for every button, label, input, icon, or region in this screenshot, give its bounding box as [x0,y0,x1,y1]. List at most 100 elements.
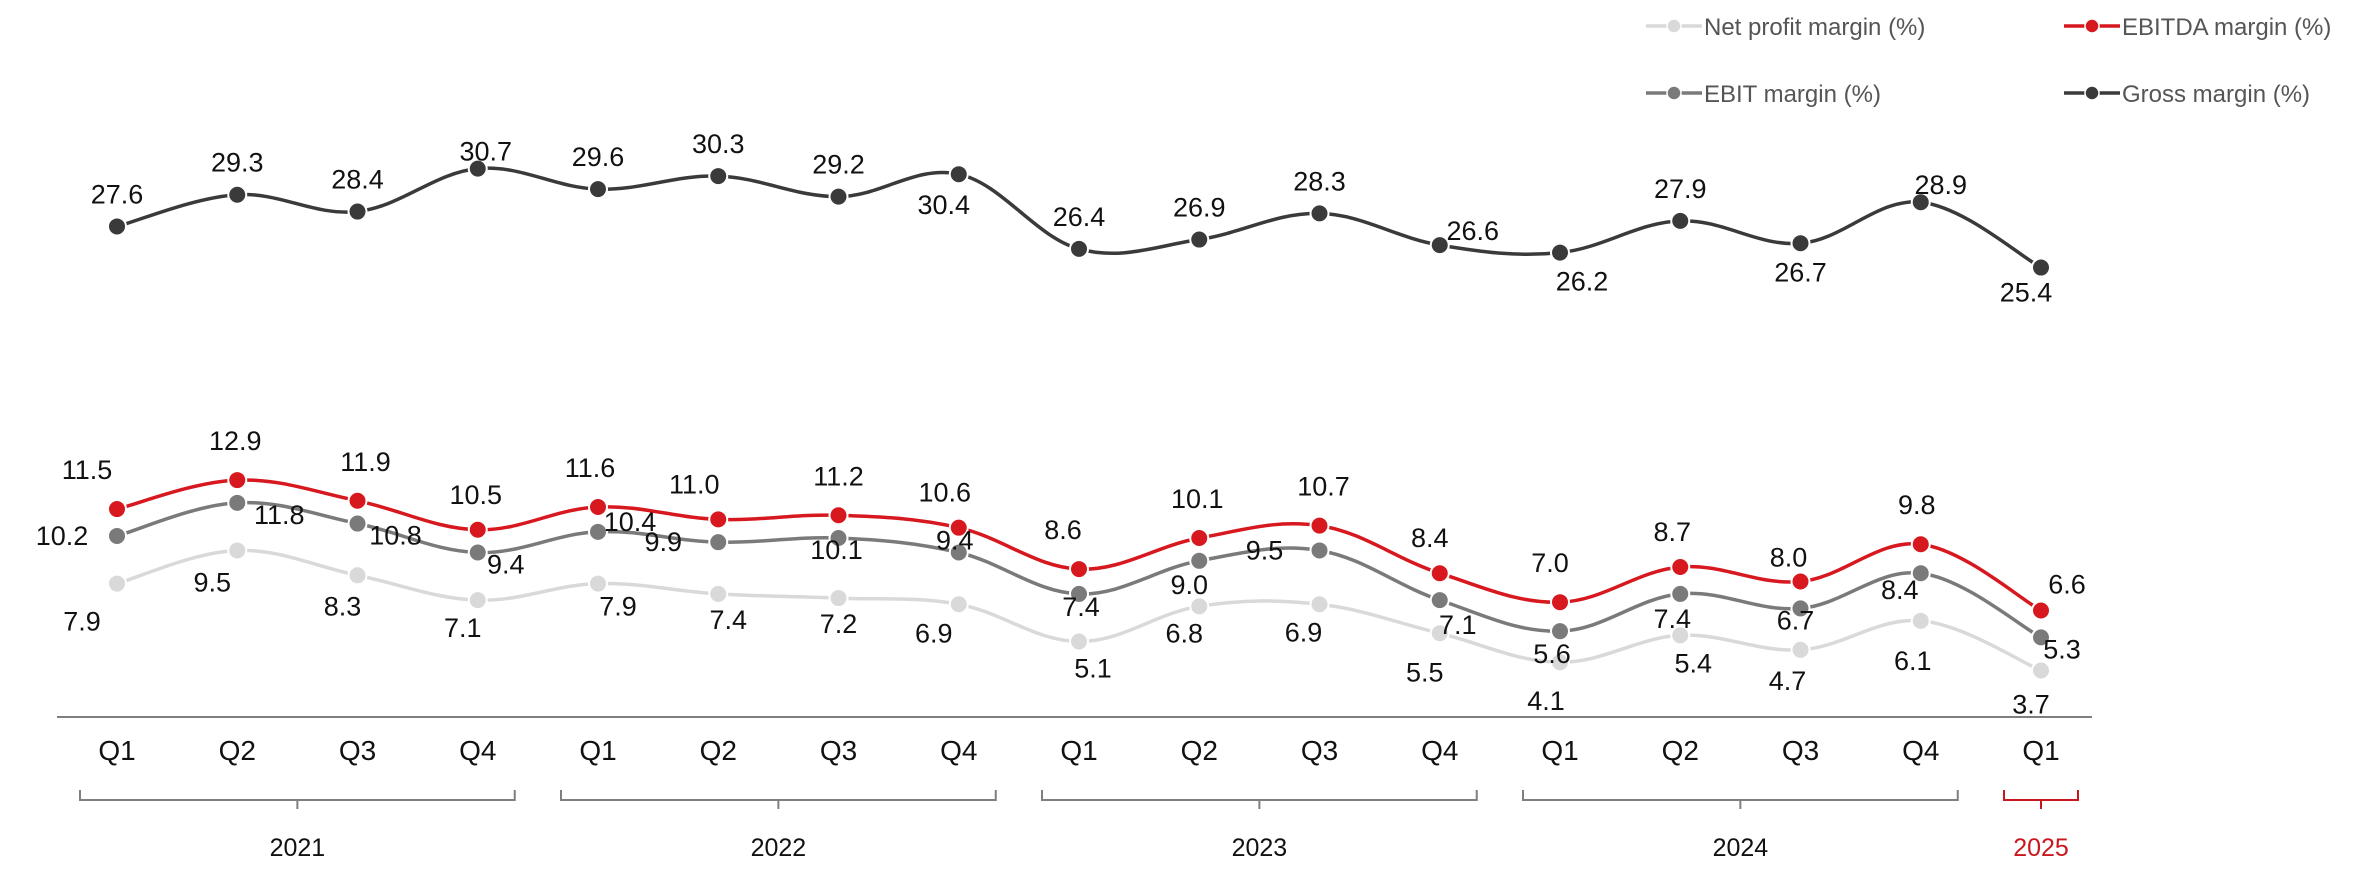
point-ebitda-11 [1429,563,1450,584]
data-label-ebit-3: 9.4 [487,550,525,580]
point-gross-13 [1670,210,1691,231]
data-label-gross-0: 27.6 [91,179,144,209]
data-label-ebit-14: 6.7 [1777,605,1815,635]
point-net-5 [708,583,729,604]
data-label-net-16: 3.7 [2012,690,2050,720]
x-tick-label-0: Q1 [98,735,135,766]
legend-label-net: Net profit margin (%) [1704,14,1925,41]
data-label-net-8: 5.1 [1074,654,1112,684]
year-label-2023: 2023 [1232,834,1288,862]
year-label-2022: 2022 [751,834,807,862]
point-ebitda-2 [347,490,368,511]
point-gross-5 [708,166,729,187]
data-label-net-6: 7.2 [820,609,858,639]
data-label-ebit-9: 9.0 [1170,570,1208,600]
data-label-ebit-12: 5.6 [1533,639,1571,669]
point-ebitda-9 [1189,528,1210,549]
legend-marker-net [1666,18,1682,34]
data-label-ebitda-3: 10.5 [449,480,502,510]
x-tick-label-3: Q4 [459,735,496,766]
x-tick-label-14: Q3 [1782,735,1819,766]
point-gross-0 [107,216,127,237]
point-gross-14 [1790,233,1811,254]
year-bracket-2022 [560,790,997,801]
point-gross-4 [588,179,608,200]
year-label-2021: 2021 [270,834,326,862]
point-ebit-0 [107,525,127,546]
point-gross-10 [1309,203,1330,224]
legend-label-ebitda: EBITDA margin (%) [2122,14,2331,41]
data-label-ebit-2: 10.8 [369,521,422,551]
point-net-2 [347,565,368,586]
point-ebit-16 [2031,627,2051,648]
point-ebitda-14 [1790,571,1811,592]
data-label-net-12: 4.1 [1527,686,1565,716]
point-net-9 [1189,596,1210,617]
data-label-gross-1: 29.3 [211,148,264,178]
point-ebit-10 [1309,540,1330,561]
point-ebit-12 [1550,621,1570,642]
point-ebit-13 [1670,583,1691,604]
x-tick-label-8: Q1 [1060,735,1097,766]
x-tick-label-11: Q4 [1421,735,1458,766]
x-tick-label-4: Q1 [579,735,616,766]
point-ebit-15 [1910,563,1931,584]
data-label-net-5: 7.4 [709,605,747,635]
data-label-ebitda-4: 11.6 [565,453,616,483]
point-net-4 [588,573,608,594]
data-label-net-4: 7.9 [599,592,637,622]
x-tick-label-6: Q3 [820,735,857,766]
data-label-ebitda-7: 10.6 [918,478,971,508]
data-label-ebitda-2: 11.9 [340,447,391,477]
data-label-net-7: 6.9 [915,618,953,648]
point-ebit-6 [828,528,849,549]
legend-marker-ebitda [2084,18,2100,34]
point-ebit-5 [708,532,729,553]
data-label-gross-13: 27.9 [1654,174,1707,204]
x-tick-labels: Q1 Q2 Q3 Q4 Q1 Q2 Q3 Q4 Q1 Q2 Q3 Q4 Q1 Q2 Q3 Q4 Q1 [98,735,2059,766]
point-ebit-2 [347,513,368,534]
data-label-ebitda-16: 6.6 [2048,569,2086,599]
point-net-1 [227,540,248,561]
data-label-net-11: 5.5 [1406,657,1444,687]
point-net-6 [828,588,849,609]
point-net-10 [1309,594,1330,615]
point-net-12 [1550,652,1570,673]
data-label-gross-2: 28.4 [331,165,384,195]
point-net-14 [1790,639,1811,660]
data-label-ebitda-12: 7.0 [1531,548,1569,578]
x-tick-label-13: Q2 [1662,735,1699,766]
data-label-gross-16: 25.4 [2000,278,2053,308]
point-net-15 [1910,610,1931,631]
data-label-gross-6: 29.2 [812,150,865,180]
data-labels: 27.6 29.3 28.4 30.7 29.6 30.3 29.2 30.4 26.4 26.9… [36,129,2086,719]
data-label-net-10: 6.9 [1285,617,1323,647]
point-gross-2 [347,201,368,222]
year-bracket-2021 [79,790,516,801]
point-ebitda-15 [1910,534,1931,555]
data-label-ebit-16: 5.3 [2043,634,2081,664]
x-tick-label-1: Q2 [219,735,256,766]
data-label-gross-11: 26.6 [1446,216,1499,246]
year-label-2025: 2025 [2013,834,2069,862]
data-label-ebit-15: 8.4 [1881,575,1919,605]
legend: Net profit margin (%) EBITDA margin (%) EB… [1646,14,2331,108]
data-label-ebit-1: 11.8 [254,500,305,530]
point-ebitda-1 [227,470,248,491]
point-net-0 [107,573,127,594]
data-label-ebit-11: 7.1 [1439,610,1477,640]
legend-marker-gross [2084,85,2100,101]
point-gross-1 [227,184,248,205]
point-ebit-14 [1790,598,1811,619]
year-label-2024: 2024 [1713,834,1769,862]
data-label-gross-5: 30.3 [692,129,745,159]
data-label-gross-15: 28.9 [1914,170,1967,200]
point-net-7 [948,594,969,615]
data-label-ebit-13: 7.4 [1653,604,1691,634]
point-gross-12 [1550,242,1570,263]
data-label-ebitda-1: 12.9 [209,426,262,456]
data-label-ebit-6: 10.1 [810,535,863,565]
data-label-net-14: 4.7 [1769,666,1807,696]
data-label-ebit-5: 9.9 [644,527,682,557]
data-label-ebitda-0: 11.5 [62,455,113,485]
